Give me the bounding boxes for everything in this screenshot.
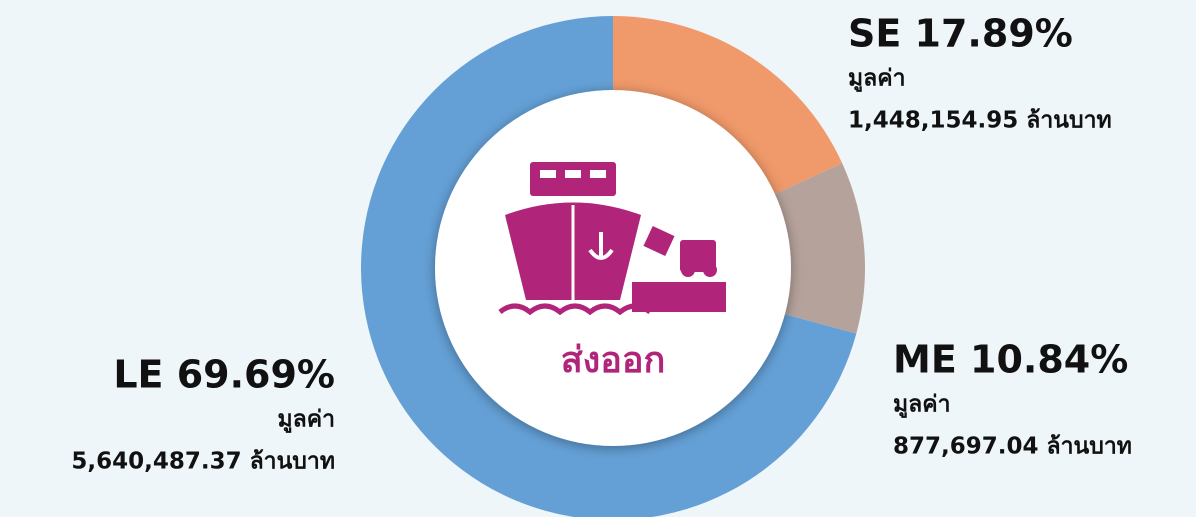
amount-caption: มูลค่า — [848, 66, 906, 93]
slice-label: ME 10.84% — [893, 338, 1128, 382]
chart: ส่งออก SE 17.89% มูลค่า 1,448,154.95 ล้านบ… — [0, 0, 1196, 517]
slice-label: LE 69.69% — [113, 353, 335, 397]
amount-caption: มูลค่า — [277, 407, 335, 434]
center-label: ส่งออก — [561, 340, 666, 381]
amount-label: 1,448,154.95 ล้านบาท — [848, 108, 1112, 134]
amount-label: 877,697.04 ล้านบาท — [893, 434, 1132, 460]
slice-label: SE 17.89% — [848, 12, 1073, 56]
page: ส่งออก SE 17.89% มูลค่า 1,448,154.95 ล้านบ… — [0, 0, 1196, 517]
amount-caption: มูลค่า — [893, 392, 951, 419]
amount-label: 5,640,487.37 ล้านบาท — [71, 449, 335, 475]
